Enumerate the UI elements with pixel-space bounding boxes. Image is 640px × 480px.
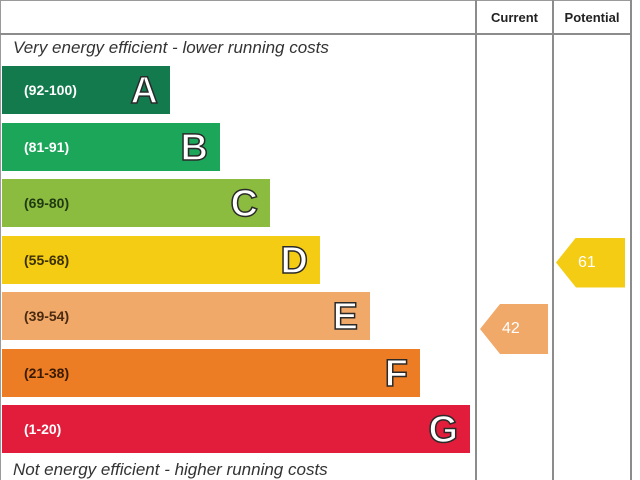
header-divider [0, 33, 632, 35]
band-e: (39-54) E [2, 292, 370, 340]
band-range-label: (55-68) [24, 251, 70, 268]
right-border [630, 0, 632, 480]
band-letter: A [130, 69, 159, 113]
top-caption: Very energy efficient - lower running co… [13, 38, 329, 57]
band-range-label: (92-100) [24, 82, 77, 98]
band-letter: B [180, 126, 209, 170]
potential-rating-marker: 61 [556, 237, 625, 288]
band-f: (21-38) F [2, 348, 420, 397]
band-range-label: (21-38) [24, 364, 70, 381]
band-range-label: (69-80) [24, 195, 70, 211]
band-letter: D [280, 239, 309, 283]
current-rating-marker: 42 [480, 304, 548, 354]
potential-column-header: Potential [564, 10, 620, 25]
band-range-label: (1-20) [24, 421, 62, 437]
band-range-label: (81-91) [24, 138, 70, 155]
band-letter: E [332, 295, 359, 339]
current-column-divider [475, 0, 477, 480]
band-range-label: (39-54) [24, 308, 70, 324]
bottom-caption: Not energy efficient - higher running co… [13, 460, 328, 479]
current-column-header: Current [491, 10, 538, 25]
band-letter: G [428, 408, 459, 452]
potential-rating-value: 61 [578, 253, 596, 271]
current-rating-value: 42 [502, 320, 520, 337]
band-letter: C [230, 182, 259, 226]
band-d: (55-68) D [2, 235, 320, 284]
potential-column-divider [552, 0, 554, 480]
band-a: (92-100) A [2, 66, 170, 114]
band-letter: F [384, 352, 409, 396]
band-b: (81-91) B [2, 122, 220, 171]
band-c: (69-80) C [2, 179, 270, 227]
band-g: (1-20) G [2, 405, 470, 453]
